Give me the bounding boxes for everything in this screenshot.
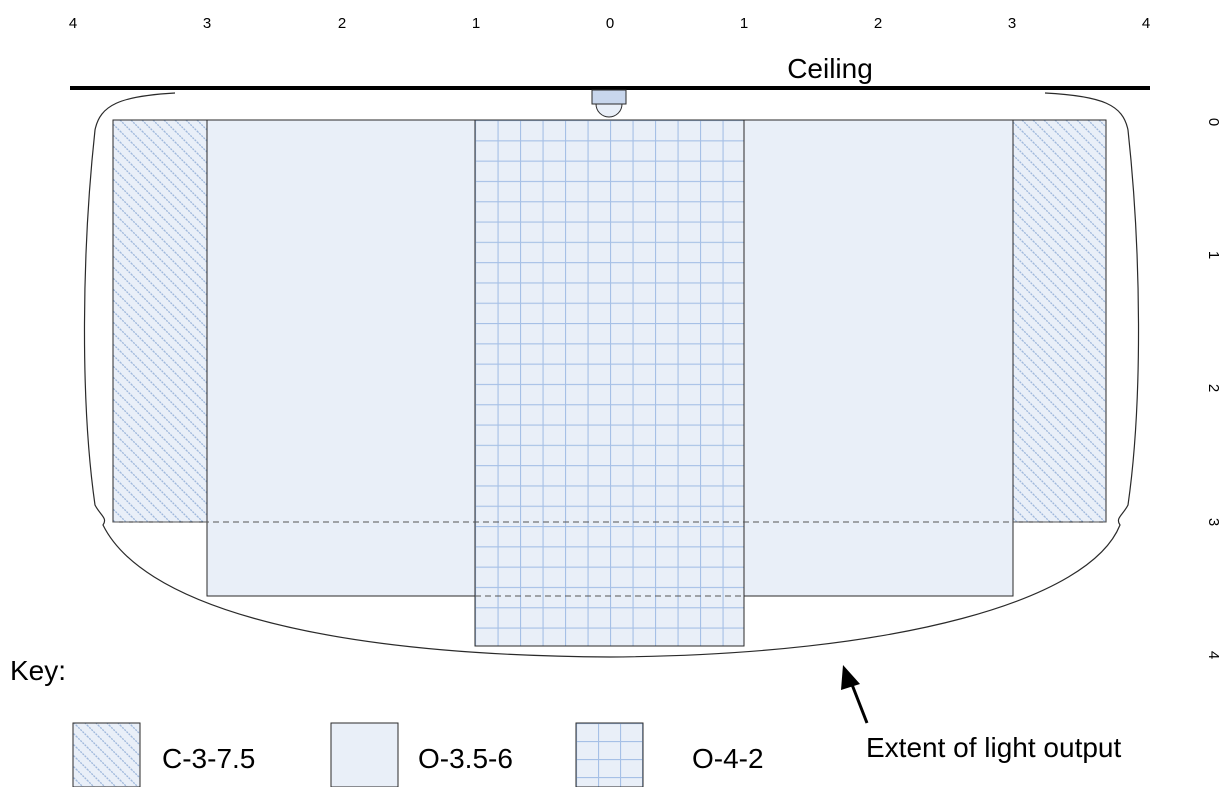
extent-callout-label: Extent of light output [866,732,1122,763]
top-scale-tick: 1 [740,15,748,32]
key-label-o-3.5-6: O-3.5-6 [418,743,513,774]
key-label-o-4-2: O-4-2 [692,743,764,774]
light-fixture-icon [591,89,627,118]
light-extent-outline [83,92,1140,658]
top-scale-tick: 0 [606,15,614,32]
key-label-c-3-7.5: C-3-7.5 [162,743,255,774]
top-scale-tick: 4 [69,15,77,32]
top-scale-tick: 3 [203,15,211,32]
side-scale-tick: 0 [1205,118,1222,126]
top-scale-tick: 4 [1142,15,1150,32]
side-scale-tick: 1 [1205,251,1222,259]
ceiling-label: Ceiling [787,53,873,84]
key-swatch-solid [330,722,399,787]
top-scale: 4 3 2 1 0 1 2 3 4 [69,15,1150,32]
key-swatch-diagonal-hatch [72,722,141,787]
zone-o-4-2 [474,119,745,647]
top-scale-tick: 3 [1008,15,1016,32]
zone-c-3-7.5-left [112,119,208,523]
side-scale: 0 1 2 3 4 [1205,118,1222,659]
zone-c-3-7.5-right [1012,119,1107,523]
top-scale-tick: 2 [874,15,882,32]
side-scale-tick: 2 [1205,384,1222,392]
side-scale-tick: 4 [1205,651,1222,659]
top-scale-tick: 1 [472,15,480,32]
extent-callout-arrow [841,665,869,724]
key-swatch-grid [575,722,644,787]
side-scale-tick: 3 [1205,518,1222,526]
top-scale-tick: 2 [338,15,346,32]
key-title: Key: [10,655,66,686]
